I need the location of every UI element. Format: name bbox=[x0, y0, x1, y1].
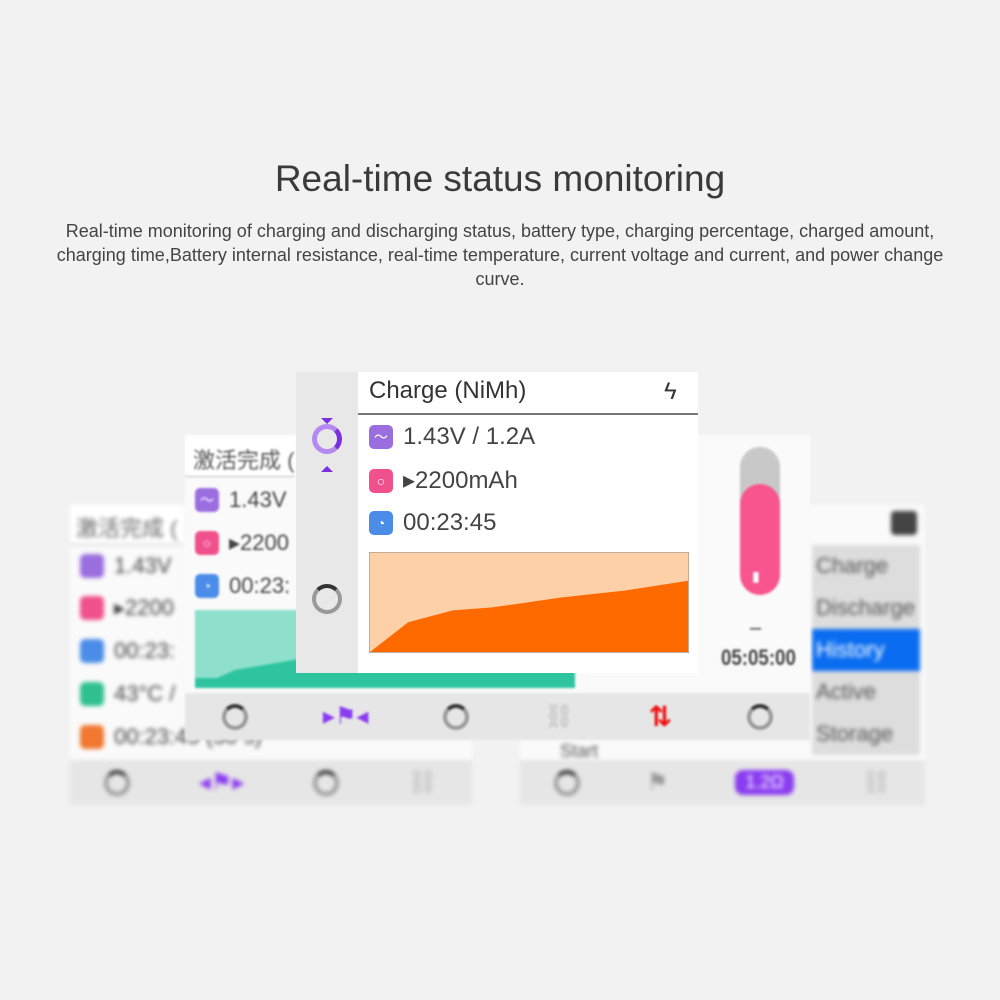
start-label[interactable]: Start bbox=[560, 741, 599, 761]
spinner-icon[interactable] bbox=[222, 703, 249, 730]
gauge-dash: – bbox=[750, 617, 762, 639]
spinner-icon[interactable] bbox=[746, 703, 773, 730]
selector-icon[interactable] bbox=[312, 424, 342, 454]
progress-bar bbox=[195, 678, 575, 688]
flag-icon[interactable]: ⚑ bbox=[646, 769, 669, 796]
menu-item-storage[interactable]: Storage bbox=[816, 721, 894, 746]
flag-icon[interactable]: ◂⚑▸ bbox=[198, 769, 245, 796]
capacity: ▸2200 bbox=[229, 530, 289, 555]
spinner-icon[interactable] bbox=[553, 769, 580, 796]
mode-menu: Charge Discharge History Active Storage bbox=[812, 545, 920, 755]
page-title: Real-time status monitoring bbox=[274, 158, 726, 199]
front-screen: Charge (NiMh) ϟ 〜 1.43V / 1.2A ○ ▸2200mAh … bbox=[296, 372, 698, 673]
elapsed-time: 00:23:45 bbox=[403, 509, 497, 536]
screen-title: 激活完成 ( bbox=[70, 505, 184, 545]
gauge-track: ▮ bbox=[740, 447, 780, 595]
power-curve-area bbox=[370, 580, 688, 652]
capacity-icon: ○ bbox=[369, 468, 393, 493]
menu-item-charge[interactable]: Charge bbox=[816, 553, 889, 578]
side-panel bbox=[296, 372, 358, 673]
bottom-nav: ⚑ 1.2Ω ⛓ bbox=[520, 760, 925, 805]
capacity: ▸2200 bbox=[114, 595, 174, 620]
capacity-icon bbox=[80, 596, 104, 620]
link-icon[interactable]: ⛓ bbox=[543, 703, 575, 730]
voltage: 1.43V bbox=[229, 487, 287, 512]
bottom-nav: ▸⚑◂ ⛓ ⇅ bbox=[185, 693, 810, 740]
voltage-current: 1.43V / 1.2A bbox=[403, 423, 536, 450]
temperature-icon bbox=[80, 682, 104, 706]
flag-icon[interactable]: ▸⚑◂ bbox=[322, 703, 369, 730]
screen-title: Charge (NiMh) bbox=[369, 377, 527, 404]
header-divider bbox=[358, 413, 698, 415]
down-arrow-icon[interactable] bbox=[321, 460, 333, 472]
menu-item-discharge[interactable]: Discharge bbox=[816, 595, 916, 620]
menu-item-history[interactable]: History bbox=[812, 629, 920, 671]
gauge-fill: ▮ bbox=[740, 484, 780, 595]
chart-icon: 〜 bbox=[369, 425, 393, 449]
chart-icon: 〜 bbox=[195, 488, 219, 512]
swap-arrows-icon[interactable]: ⇅ bbox=[648, 701, 673, 732]
voltage: 1.43V bbox=[114, 553, 172, 578]
up-arrow-icon[interactable] bbox=[321, 418, 333, 430]
temperature: 43°C / bbox=[114, 681, 176, 706]
battery-icon: ▮ bbox=[752, 568, 760, 584]
timer: 05:05:00 bbox=[721, 645, 796, 670]
link-icon[interactable]: ⛓ bbox=[860, 769, 892, 796]
resistance-badge[interactable]: 1.2Ω bbox=[735, 770, 794, 795]
menu-item-active[interactable]: Active bbox=[816, 679, 876, 704]
spinner-icon[interactable] bbox=[312, 584, 342, 614]
spinner-icon[interactable] bbox=[104, 769, 131, 796]
timer-icon bbox=[80, 725, 104, 749]
capacity-icon: ○ bbox=[195, 531, 219, 555]
spinner-icon[interactable] bbox=[312, 769, 339, 796]
chart-icon bbox=[80, 554, 104, 578]
screen-title: 激活完成 ( bbox=[185, 435, 295, 477]
capacity: ▸2200mAh bbox=[403, 467, 518, 494]
toolbox-icon bbox=[891, 511, 917, 535]
link-icon[interactable]: ⛓ bbox=[407, 769, 438, 796]
bottom-nav: ◂⚑▸ ⛓ bbox=[70, 760, 472, 805]
clock-icon: ◔ bbox=[369, 511, 393, 535]
clock-icon: ◔ bbox=[195, 574, 219, 598]
spinner-icon[interactable] bbox=[443, 703, 470, 730]
time: 00:23: bbox=[114, 638, 176, 663]
time: 00:23: bbox=[229, 573, 291, 598]
bolt-icon: ϟ bbox=[664, 378, 677, 405]
page-description: Real-time monitoring of charging and dis… bbox=[56, 221, 944, 289]
clock-icon bbox=[80, 639, 104, 663]
power-curve-chart bbox=[369, 552, 689, 653]
